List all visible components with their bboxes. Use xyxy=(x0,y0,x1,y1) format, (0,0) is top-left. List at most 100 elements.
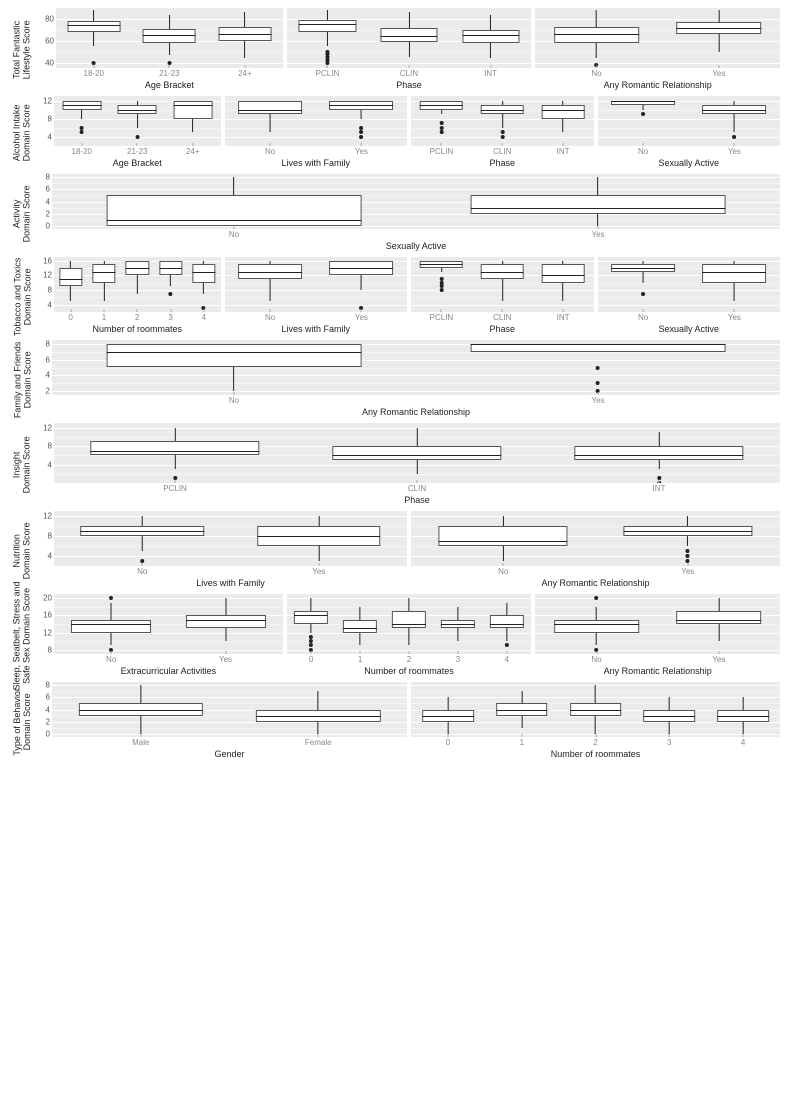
median-line xyxy=(80,531,204,532)
median-line xyxy=(439,541,568,542)
median-line xyxy=(380,36,437,37)
x-tick-mark xyxy=(669,734,670,737)
x-ticks: NoYes xyxy=(535,654,780,666)
outlier-point xyxy=(500,135,504,139)
iqr-box xyxy=(67,21,120,32)
x-ticks: 18-2021-2324+ xyxy=(56,68,283,80)
median-line xyxy=(462,35,519,36)
x-tick-label: Yes xyxy=(355,147,368,156)
boxplot xyxy=(80,511,204,566)
plot-area xyxy=(411,511,780,566)
y-tick-spacer: 4812 xyxy=(38,96,54,146)
median-line xyxy=(611,268,675,269)
x-tick-mark xyxy=(457,651,458,654)
panel: 8121620NoYesExtracurricular Activities xyxy=(38,594,283,678)
plot-area xyxy=(287,8,532,68)
x-tick-mark xyxy=(175,480,176,483)
ylabel-cell: Tobacco and ToxicsDomain Score xyxy=(8,257,38,336)
boxplot xyxy=(611,257,675,312)
median-line xyxy=(238,272,302,273)
boxplot xyxy=(717,682,769,737)
median-line xyxy=(62,105,101,106)
y-tick-label: 0 xyxy=(46,221,50,230)
x-tick-label: Yes xyxy=(591,230,604,239)
panel: NoYesLives with Family xyxy=(225,96,408,170)
ylabel-cell: NutritionDomain Score xyxy=(8,511,38,590)
median-line xyxy=(611,101,675,102)
xlabel: Any Romantic Relationship xyxy=(535,666,780,678)
y-tick-label: 2 xyxy=(46,387,50,396)
y-tick-label: 12 xyxy=(43,628,52,637)
iqr-box xyxy=(392,611,426,628)
x-ticks: NoYes xyxy=(52,229,780,241)
plot-area xyxy=(225,257,408,312)
x-tick-label: Yes xyxy=(728,313,741,322)
x-tick-label: Yes xyxy=(712,69,725,78)
iqr-box xyxy=(107,195,362,226)
boxplot xyxy=(299,8,356,68)
median-line xyxy=(332,455,501,456)
x-tick-mark xyxy=(718,65,719,68)
x-tick-mark xyxy=(743,734,744,737)
panel-upper xyxy=(411,511,780,566)
panel: NoYesLives with Family xyxy=(225,257,408,336)
ylabel-cell: Alcohol IntakeDomain Score xyxy=(8,96,38,170)
y-tick-spacer: 2468 xyxy=(38,340,52,395)
y-tick-label: 12 xyxy=(43,512,52,521)
panel: PCLINCLININTPhase xyxy=(411,96,594,170)
panels: 8121620NoYesExtracurricular Activities01… xyxy=(38,594,780,678)
y-tick-label: 6 xyxy=(46,355,50,364)
ylabel: ActivityDomain Score xyxy=(13,185,33,242)
x-tick-label: 1 xyxy=(358,655,362,664)
panel-upper xyxy=(287,594,532,654)
x-ticks: PCLINCLININT xyxy=(411,312,594,324)
ylabel: Type of BehaviorDomain Score xyxy=(13,688,33,756)
x-tick-label: 2 xyxy=(135,313,139,322)
boxplot xyxy=(159,257,182,312)
x-tick-mark xyxy=(409,651,410,654)
boxplot xyxy=(185,594,265,654)
iqr-box xyxy=(542,264,585,282)
xlabel: Number of roommates xyxy=(54,324,221,336)
iqr-box xyxy=(702,264,766,282)
iqr-box xyxy=(238,101,302,115)
panel: PCLINCLININTPhase xyxy=(287,8,532,92)
y-tick-label: 8 xyxy=(48,442,52,451)
boxplot xyxy=(676,594,762,654)
panel-upper: 406080 xyxy=(38,8,283,68)
median-line xyxy=(238,110,302,111)
outlier-point xyxy=(309,639,313,643)
median-line xyxy=(59,279,82,280)
median-line xyxy=(676,28,762,29)
outlier-point xyxy=(359,135,363,139)
outlier-point xyxy=(505,643,509,647)
panel-upper xyxy=(225,257,408,312)
ylabel-cell: Family and FriendsDomain Score xyxy=(8,340,38,419)
x-tick-label: PCLIN xyxy=(316,69,340,78)
x-tick-label: 18-20 xyxy=(72,147,92,156)
iqr-box xyxy=(554,620,640,633)
y-tick-label: 80 xyxy=(45,14,54,23)
y-tick-label: 16 xyxy=(43,611,52,620)
y-tick-label: 0 xyxy=(46,729,50,738)
median-line xyxy=(92,272,115,273)
x-tick-label: 0 xyxy=(309,655,313,664)
chart-row: NutritionDomain Score4812NoYesLives with… xyxy=(8,511,780,590)
median-line xyxy=(496,710,548,711)
xlabel: Age Bracket xyxy=(56,80,283,92)
median-line xyxy=(574,455,743,456)
boxplot xyxy=(481,257,524,312)
plot-area xyxy=(54,511,407,566)
outlier-point xyxy=(439,121,443,125)
plot-area xyxy=(54,257,221,312)
y-tick-label: 4 xyxy=(46,371,50,380)
boxplot xyxy=(643,682,695,737)
x-ticks: PCLINCLININT xyxy=(287,68,532,80)
panel: 02468MaleFemaleGender xyxy=(38,682,407,761)
x-tick-label: INT xyxy=(557,313,570,322)
iqr-box xyxy=(59,268,82,286)
panel: 4812NoYesLives with Family xyxy=(38,511,407,590)
x-ticks: 18-2021-2324+ xyxy=(54,146,221,158)
x-ticks: NoYes xyxy=(225,146,408,158)
y-tick-label: 8 xyxy=(48,286,52,295)
